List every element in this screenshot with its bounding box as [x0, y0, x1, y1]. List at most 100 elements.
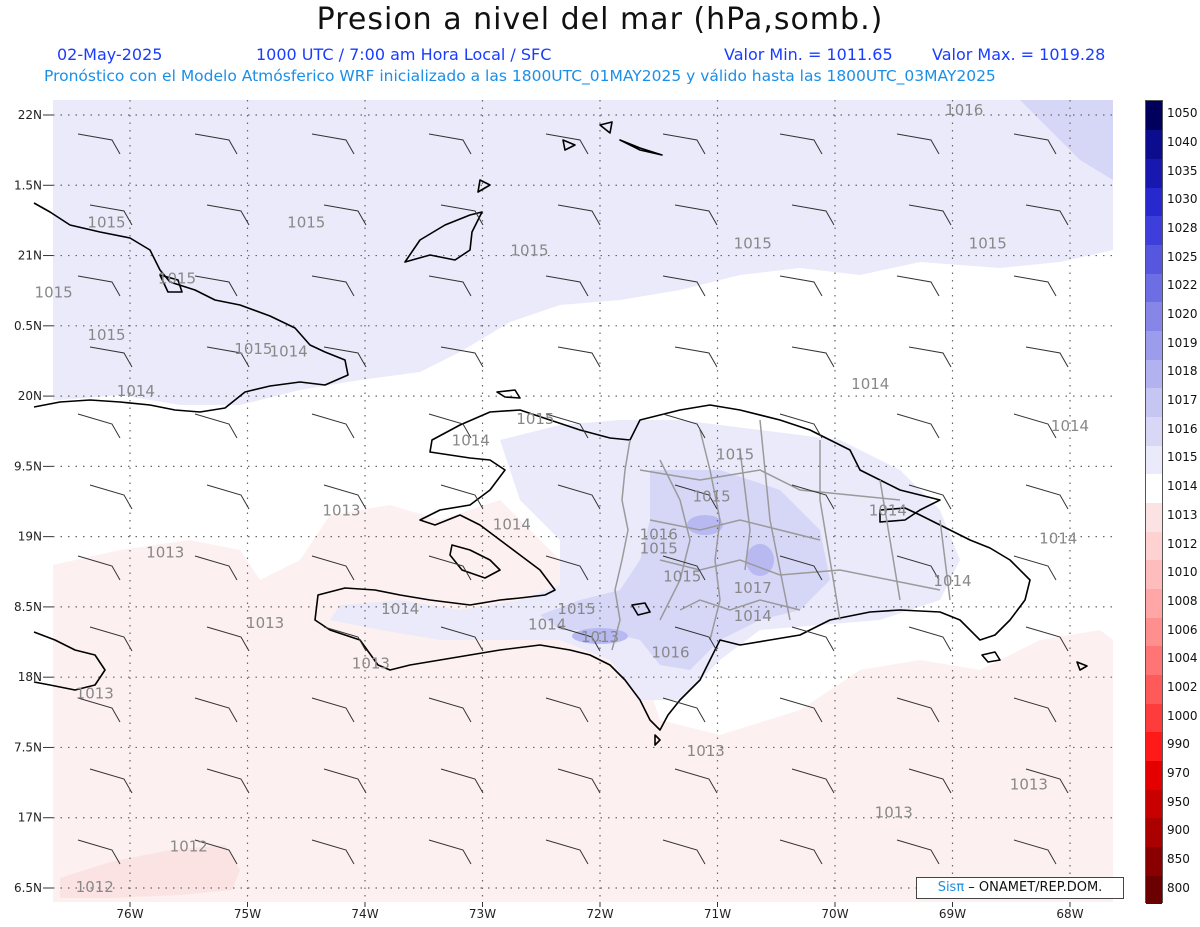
contour-label: 1016: [651, 644, 689, 662]
contour-label: 1014: [1051, 417, 1089, 435]
colorbar-label: 1017: [1167, 393, 1198, 408]
lat-label: 21N: [18, 249, 42, 263]
colorbar-cell: [1146, 731, 1162, 762]
wind-barb: [791, 204, 835, 226]
wind-barb: [428, 697, 472, 723]
wind-barb: [908, 626, 952, 652]
wind-barb: [545, 413, 589, 439]
contour-label: 1013: [581, 628, 619, 646]
wind-barb: [557, 626, 601, 652]
map-title: Presion a nivel del mar (hPa,somb.): [316, 2, 884, 37]
wind-barb: [557, 204, 601, 226]
wind-barb: [428, 413, 472, 439]
colorbar-label: 900: [1167, 823, 1190, 838]
contour-label: 1014: [452, 431, 490, 449]
lat-label: 17N: [18, 811, 42, 825]
lon-label: 68W: [1056, 907, 1083, 921]
contour-label: 1013: [687, 742, 725, 760]
wind-barb: [779, 697, 823, 723]
wind-barb: [674, 768, 718, 794]
contour-label: 1014: [734, 607, 772, 625]
wind-barb: [779, 133, 823, 155]
colorbar-label: 950: [1167, 794, 1190, 809]
wind-barb: [428, 133, 472, 155]
wind-barb: [89, 768, 133, 794]
colorbar-label: 1050: [1167, 106, 1198, 121]
wind-barb: [1013, 697, 1057, 723]
wind-barb: [779, 275, 823, 297]
contour-label: 1013: [246, 614, 284, 632]
wind-barb: [674, 204, 718, 226]
colorbar-cell: [1146, 187, 1162, 217]
contour-label: 1015: [510, 242, 548, 260]
colorbar-cell: [1146, 473, 1162, 503]
wind-barb: [908, 484, 952, 510]
colorbar-label: 1006: [1167, 622, 1198, 637]
colorbar-label: 1035: [1167, 163, 1198, 178]
contour-label: 1013: [146, 544, 184, 562]
colorbar-label: 1015: [1167, 450, 1198, 465]
wind-barb: [440, 204, 484, 226]
lat-label: 20N: [18, 389, 42, 403]
wind-barb: [791, 768, 835, 794]
contour-label: 1015: [557, 600, 595, 618]
wind-barb: [791, 346, 835, 368]
contour-label: 1014: [493, 516, 531, 534]
colorbar-cell: [1146, 588, 1162, 618]
wind-barb: [662, 133, 706, 155]
wind-barb: [77, 839, 121, 865]
colorbar-cell: [1146, 445, 1162, 475]
lon-label: 74W: [351, 907, 378, 921]
lon-label: 76W: [116, 907, 143, 921]
lat-label: 19N: [18, 530, 42, 544]
colorbar-label: 1028: [1167, 221, 1198, 236]
coastlines: [33, 121, 1088, 746]
colorbar-cell: [1146, 301, 1162, 331]
contour-label: 1015: [969, 235, 1007, 253]
wind-barb: [896, 697, 940, 723]
wind-barb: [896, 133, 940, 155]
wind-barb: [77, 133, 121, 155]
wind-barb: [545, 555, 589, 581]
lat-label: 8.5N: [14, 600, 42, 614]
contour-label: 1015: [287, 213, 325, 231]
colorbar-label: 1040: [1167, 135, 1198, 150]
wind-barb: [557, 346, 601, 368]
contour-label: 1015: [87, 213, 125, 231]
wind-barb: [428, 839, 472, 865]
wind-barb: [194, 275, 238, 297]
wind-barb: [89, 204, 133, 226]
contour-label: 1013: [875, 804, 913, 822]
wind-barb: [545, 275, 589, 297]
wind-barb: [1013, 413, 1057, 439]
wind-barb: [674, 626, 718, 652]
isobar-fill-1016-ne: [1020, 100, 1113, 180]
colorbar-label: 1000: [1167, 708, 1198, 723]
lat-label: 1.5N: [14, 178, 42, 192]
lat-lon-grid: [53, 100, 1113, 902]
contour-label: 1015: [640, 540, 678, 558]
wind-barb: [662, 413, 706, 439]
provincial-borders: [611, 419, 951, 651]
colorbar-label: 1014: [1167, 479, 1198, 494]
wind-barbs: [77, 133, 1069, 865]
wind-barb: [791, 484, 835, 510]
wind-barb: [1025, 204, 1069, 226]
wind-barb: [662, 555, 706, 581]
contour-label: 1015: [35, 284, 73, 302]
wind-barb: [1013, 275, 1057, 297]
colorbar-label: 990: [1167, 737, 1190, 752]
colorbar-label: 850: [1167, 851, 1190, 866]
lat-label: 0.5N: [14, 319, 42, 333]
wind-barb: [896, 413, 940, 439]
wind-barb: [791, 626, 835, 652]
isobar-fill-1012: [60, 845, 240, 898]
contour-label: 1015: [158, 270, 196, 288]
wind-barb: [206, 626, 250, 652]
wind-barb: [428, 555, 472, 581]
wind-barb: [1025, 626, 1069, 652]
contour-label: 1014: [270, 343, 308, 361]
colorbar-cell: [1146, 502, 1162, 532]
lon-label: 70W: [821, 907, 848, 921]
